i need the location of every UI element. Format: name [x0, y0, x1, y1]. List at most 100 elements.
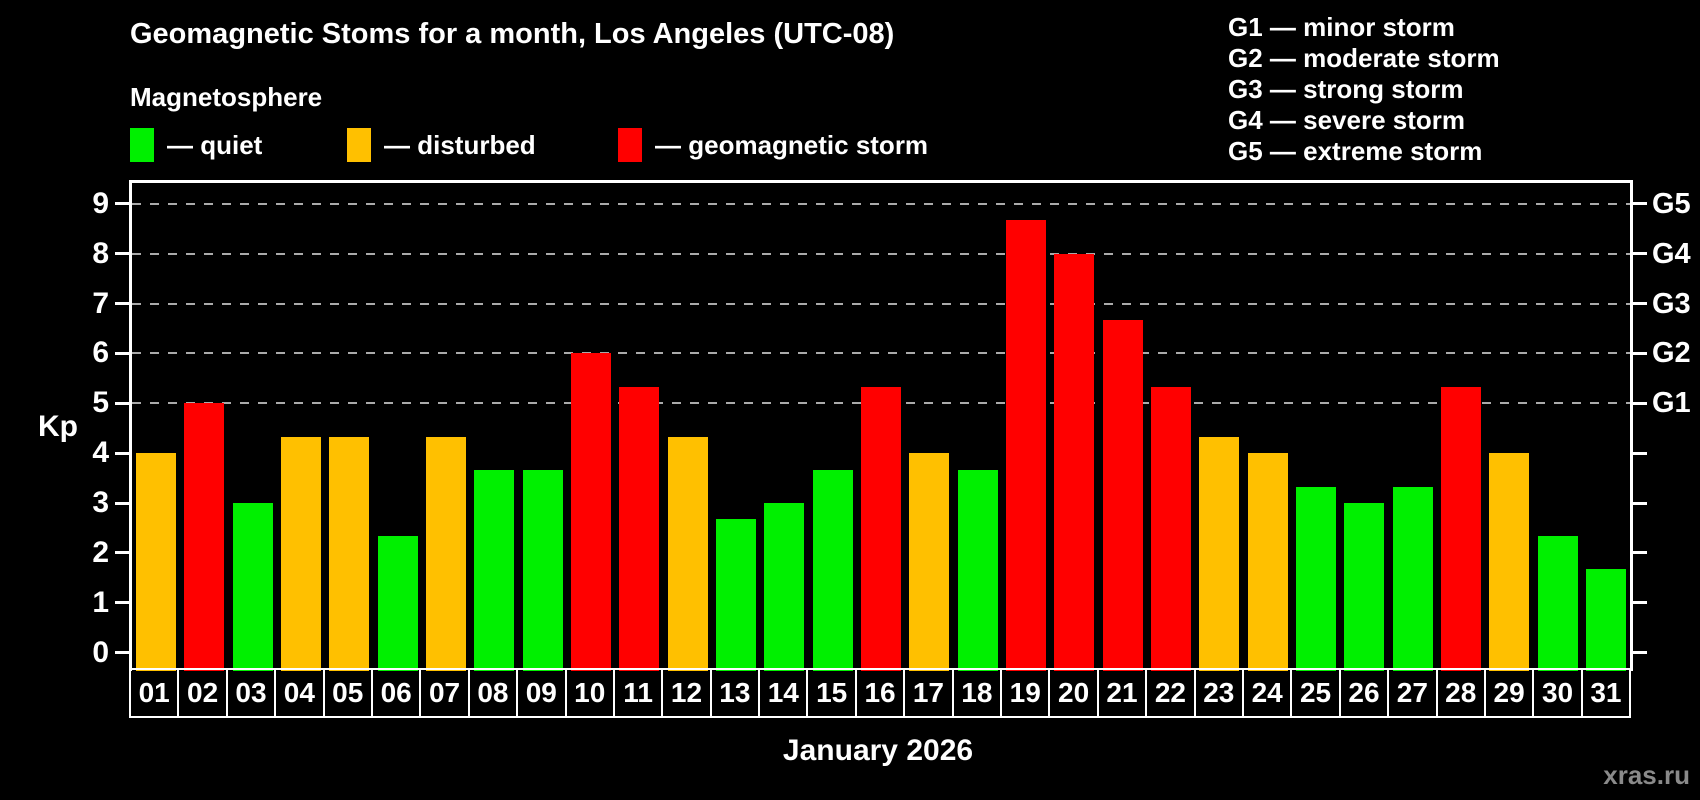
bar-day-13 — [716, 519, 757, 671]
right-axis-label-G1: G1 — [1652, 387, 1691, 420]
bar-day-22 — [1150, 386, 1191, 671]
y-axis-title: Kp — [38, 410, 78, 443]
day-cell-21: 21 — [1099, 670, 1148, 716]
bar-day-26 — [1344, 503, 1385, 671]
right-axis-tick-5 — [1633, 401, 1647, 405]
bar-day-11 — [619, 386, 660, 671]
right-axis-tick-9 — [1633, 202, 1647, 206]
bar-day-05 — [329, 436, 370, 671]
bar-day-28 — [1440, 386, 1481, 671]
day-cell-08: 08 — [470, 670, 519, 716]
bar-day-12 — [667, 436, 708, 671]
day-cell-01: 01 — [131, 670, 180, 716]
bar-day-09 — [522, 469, 563, 671]
day-cell-22: 22 — [1147, 670, 1196, 716]
day-cell-13: 13 — [712, 670, 761, 716]
g-scale-line-2: G2 — moderate storm — [1228, 43, 1500, 73]
y-axis-label-4: 4 — [92, 436, 109, 470]
y-axis-label-9: 9 — [92, 186, 109, 220]
day-cell-17: 17 — [905, 670, 954, 716]
gridline-kp-9 — [132, 202, 1630, 205]
day-cell-02: 02 — [179, 670, 228, 716]
y-axis-tick-3 — [115, 501, 129, 505]
day-cell-28: 28 — [1438, 670, 1486, 716]
bar-day-07 — [426, 436, 467, 671]
right-axis-tick-1 — [1633, 601, 1647, 605]
day-cell-31: 31 — [1590, 677, 1622, 708]
y-axis-label-7: 7 — [92, 286, 109, 320]
day-cell-26: 26 — [1341, 670, 1390, 716]
legend-item-quiet: — quiet — [130, 126, 262, 164]
bar-day-10 — [571, 353, 612, 671]
bar-day-23 — [1199, 436, 1240, 671]
right-axis-tick-7 — [1633, 302, 1647, 306]
g-scale-line-4: G4 — severe storm — [1228, 105, 1466, 135]
day-cell-06: 06 — [373, 670, 422, 716]
right-axis-tick-2 — [1633, 551, 1647, 555]
bar-day-06 — [377, 536, 418, 671]
day-label-row: 01 02 03 04 05 06 07 08 09 10 11 12 13 14 15 16 17 18 19 20… — [129, 668, 1631, 718]
bar-day-17 — [909, 453, 950, 671]
day-cell-09: 09 — [518, 670, 567, 716]
bar-day-25 — [1295, 486, 1336, 671]
y-axis-label-2: 2 — [92, 535, 109, 569]
bar-day-02 — [184, 403, 225, 671]
bar-day-31 — [1585, 569, 1626, 671]
day-cell-19: 19 — [1002, 670, 1051, 716]
day-cell-04: 04 — [276, 670, 325, 716]
bar-day-01 — [136, 453, 177, 671]
bar-day-16 — [861, 386, 901, 671]
bar-day-27 — [1392, 486, 1433, 671]
bar-day-04 — [281, 436, 322, 671]
right-axis-label-G4: G4 — [1652, 237, 1691, 270]
day-cell-20: 20 — [1050, 670, 1099, 716]
y-axis-tick-8 — [115, 252, 129, 256]
day-cell-18: 18 — [954, 670, 1003, 716]
bar-day-08 — [474, 469, 515, 671]
day-cell-24: 24 — [1244, 670, 1293, 716]
y-axis-label-6: 6 — [92, 336, 109, 370]
day-cell-27: 27 — [1389, 670, 1438, 716]
legend-label-quiet: — quiet — [167, 129, 263, 160]
legend-label-storm: — geomagnetic storm — [655, 129, 929, 160]
month-label: January 2026 — [782, 734, 974, 767]
bar-day-20 — [1054, 253, 1095, 671]
g-scale-line-1: G1 — minor storm — [1228, 12, 1455, 42]
day-cell-03: 03 — [228, 670, 277, 716]
y-axis-tick-2 — [115, 551, 129, 555]
g-scale-legend: G1 — minor storm G2 — moderate storm G3 — … — [1228, 12, 1500, 167]
disturbed-color-swatch — [347, 128, 371, 162]
y-axis-tick-6 — [115, 351, 129, 355]
right-axis-tick-0 — [1633, 651, 1647, 655]
legend-item-storm: — geomagnetic storm — [618, 126, 928, 164]
g-scale-line-3: G3 — strong storm — [1228, 74, 1464, 104]
bar-day-03 — [232, 503, 273, 671]
y-axis-label-5: 5 — [92, 386, 109, 420]
bar-day-15 — [812, 469, 853, 671]
bar-day-29 — [1489, 453, 1530, 671]
day-cell-23: 23 — [1196, 670, 1244, 716]
y-axis-tick-1 — [115, 601, 129, 605]
day-cell-16: 16 — [857, 670, 906, 716]
watermark: xras.ru — [1603, 760, 1690, 790]
y-axis-tick-9 — [115, 202, 129, 206]
y-axis-tick-7 — [115, 302, 129, 306]
gridline-kp-7 — [132, 302, 1630, 305]
g-scale-line-5: G5 — extreme storm — [1228, 136, 1483, 166]
gridline-kp-6 — [132, 352, 1630, 355]
storm-color-swatch — [618, 128, 642, 162]
bar-day-30 — [1537, 536, 1578, 671]
day-cell-10: 10 — [567, 670, 615, 716]
y-axis-label-1: 1 — [92, 585, 109, 619]
day-cell-07: 07 — [421, 670, 470, 716]
y-axis-tick-5 — [115, 401, 129, 405]
y-axis-label-0: 0 — [92, 635, 109, 669]
quiet-color-swatch — [130, 128, 154, 162]
legend-label-disturbed: — disturbed — [384, 129, 536, 160]
bar-day-24 — [1247, 453, 1288, 671]
y-axis-tick-0 — [115, 651, 129, 655]
gridline-kp-8 — [132, 252, 1630, 255]
right-axis-tick-6 — [1633, 351, 1647, 355]
right-axis-tick-3 — [1633, 501, 1647, 505]
day-cell-12: 12 — [663, 670, 712, 716]
